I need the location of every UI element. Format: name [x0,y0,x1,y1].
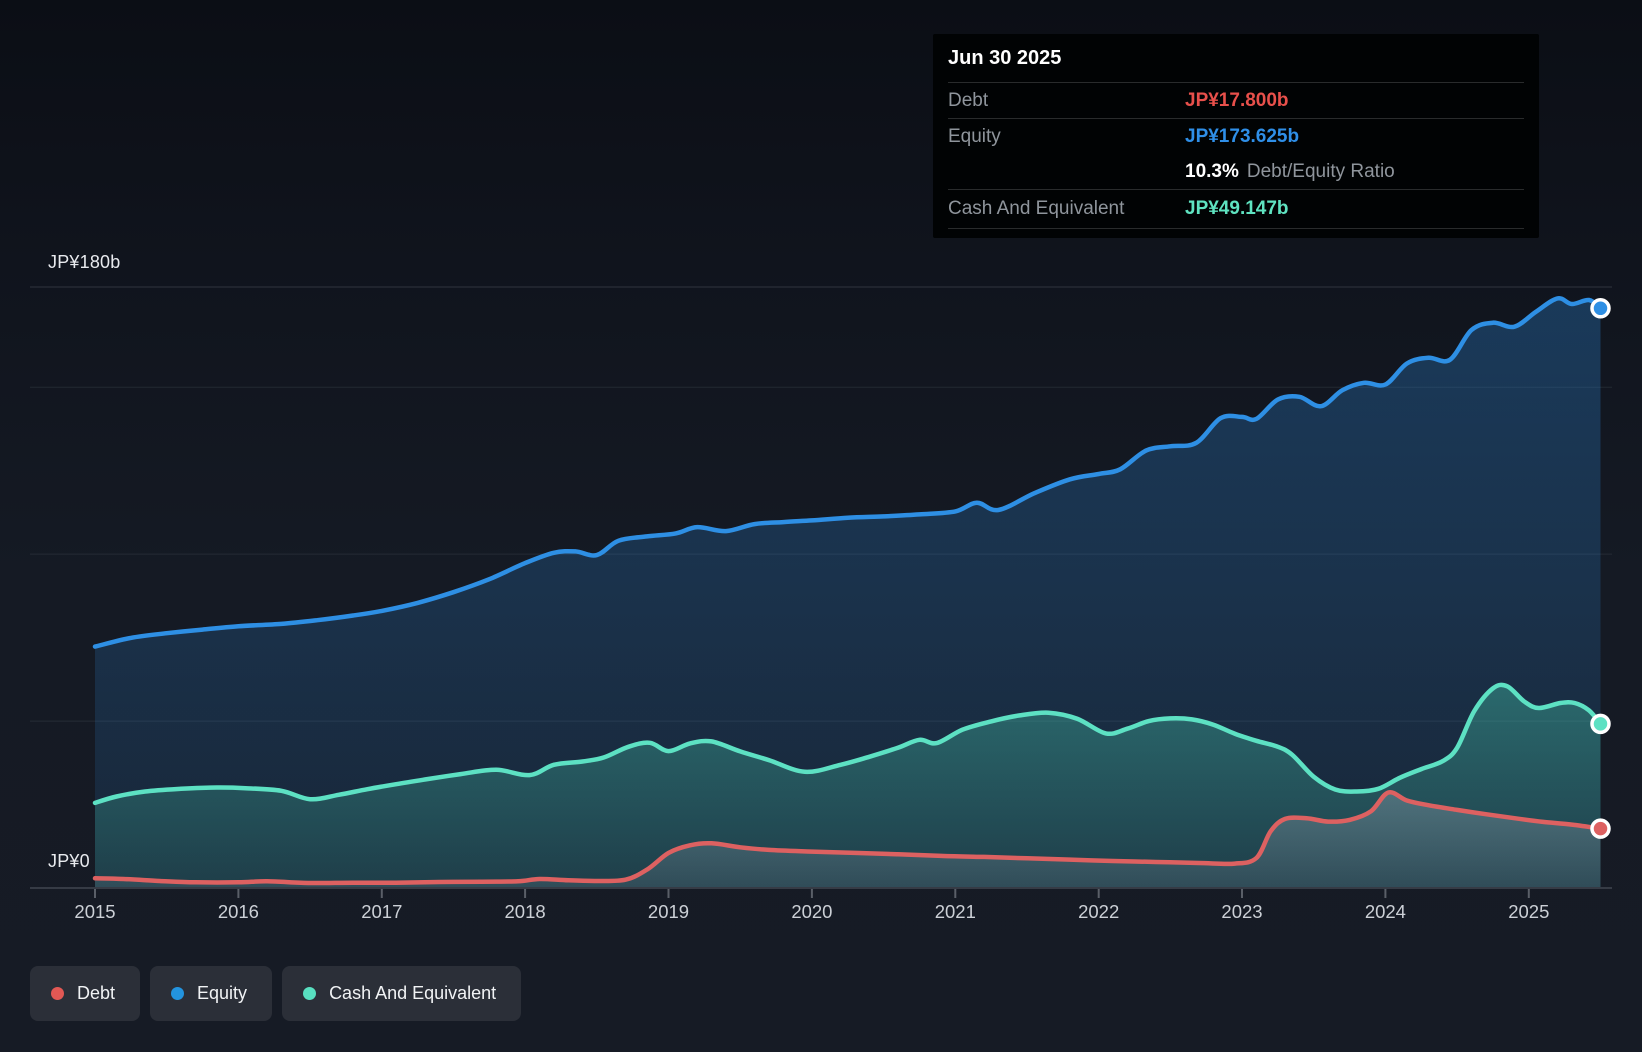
x-axis-label-2023: 2023 [1221,901,1262,922]
debt-legend-dot-icon [51,987,64,1000]
y-axis-zero-label: JP¥0 [48,851,90,871]
x-axis-label-2018: 2018 [505,901,546,922]
x-axis-label-2019: 2019 [648,901,689,922]
x-axis-label-2024: 2024 [1365,901,1406,922]
tooltip-date: Jun 30 2025 [948,47,1062,69]
tooltip-debt-value: JP¥17.800b [1185,89,1289,111]
debt-line [92,790,1603,886]
y-axis-max-label: JP¥180b [48,252,121,272]
legend-item-debt[interactable]: Debt [30,966,141,1021]
x-axis-label-2022: 2022 [1078,901,1119,922]
tooltip-ratio: 10.3% Debt/Equity Ratio [1185,161,1395,183]
x-axis-label-2017: 2017 [361,901,402,922]
cash-and-equivalent-end-marker[interactable] [1590,713,1611,735]
tooltip-ratio-row: 10.3% Debt/Equity Ratio [948,154,1524,189]
tooltip-equity-value: JP¥173.625b [1185,125,1300,147]
legend-item-cash[interactable]: Cash And Equivalent [282,966,522,1021]
tooltip-equity-row: Equity JP¥173.625b [948,118,1524,154]
legend-item-equity[interactable]: Equity [150,966,273,1021]
legend-item-equity-label: Equity [197,983,248,1003]
tooltip-debt-label: Debt [948,89,989,111]
x-axis-label-2021: 2021 [935,901,976,922]
tooltip-equity-label: Equity [948,125,1001,147]
legend-item-debt-label: Debt [77,983,116,1003]
tooltip-ratio-value: 10.3% [1185,160,1239,182]
tooltip-cash-row: Cash And Equivalent JP¥49.147b [948,189,1524,229]
cash-and-equivalent-area [95,684,1601,888]
cash-legend-dot-icon [303,987,317,1000]
equity-line [92,296,1603,649]
x-axis-label-2016: 2016 [218,901,259,922]
x-axis-label-2025: 2025 [1508,901,1549,922]
x-axis-label-2015: 2015 [74,901,115,922]
chart-tooltip: Jun 30 2025 Debt JP¥17.800b Equity JP¥17… [933,34,1539,238]
legend-item-cash-label: Cash And Equivalent [329,983,497,1003]
equity-legend-dot-icon [171,987,185,1000]
equity-end-marker[interactable] [1590,298,1611,319]
cash-and-equivalent-line [92,682,1603,806]
chart-legend: Debt Equity Cash And Equivalent [30,966,522,1021]
debt-end-marker[interactable] [1590,818,1611,839]
tooltip-cash-value: JP¥49.147b [1185,198,1289,219]
tooltip-debt-row: Debt JP¥17.800b [948,82,1524,118]
tooltip-cash-label: Cash And Equivalent [948,198,1125,219]
x-axis-label-2020: 2020 [791,901,832,922]
tooltip-ratio-label: Debt/Equity Ratio [1246,160,1395,182]
